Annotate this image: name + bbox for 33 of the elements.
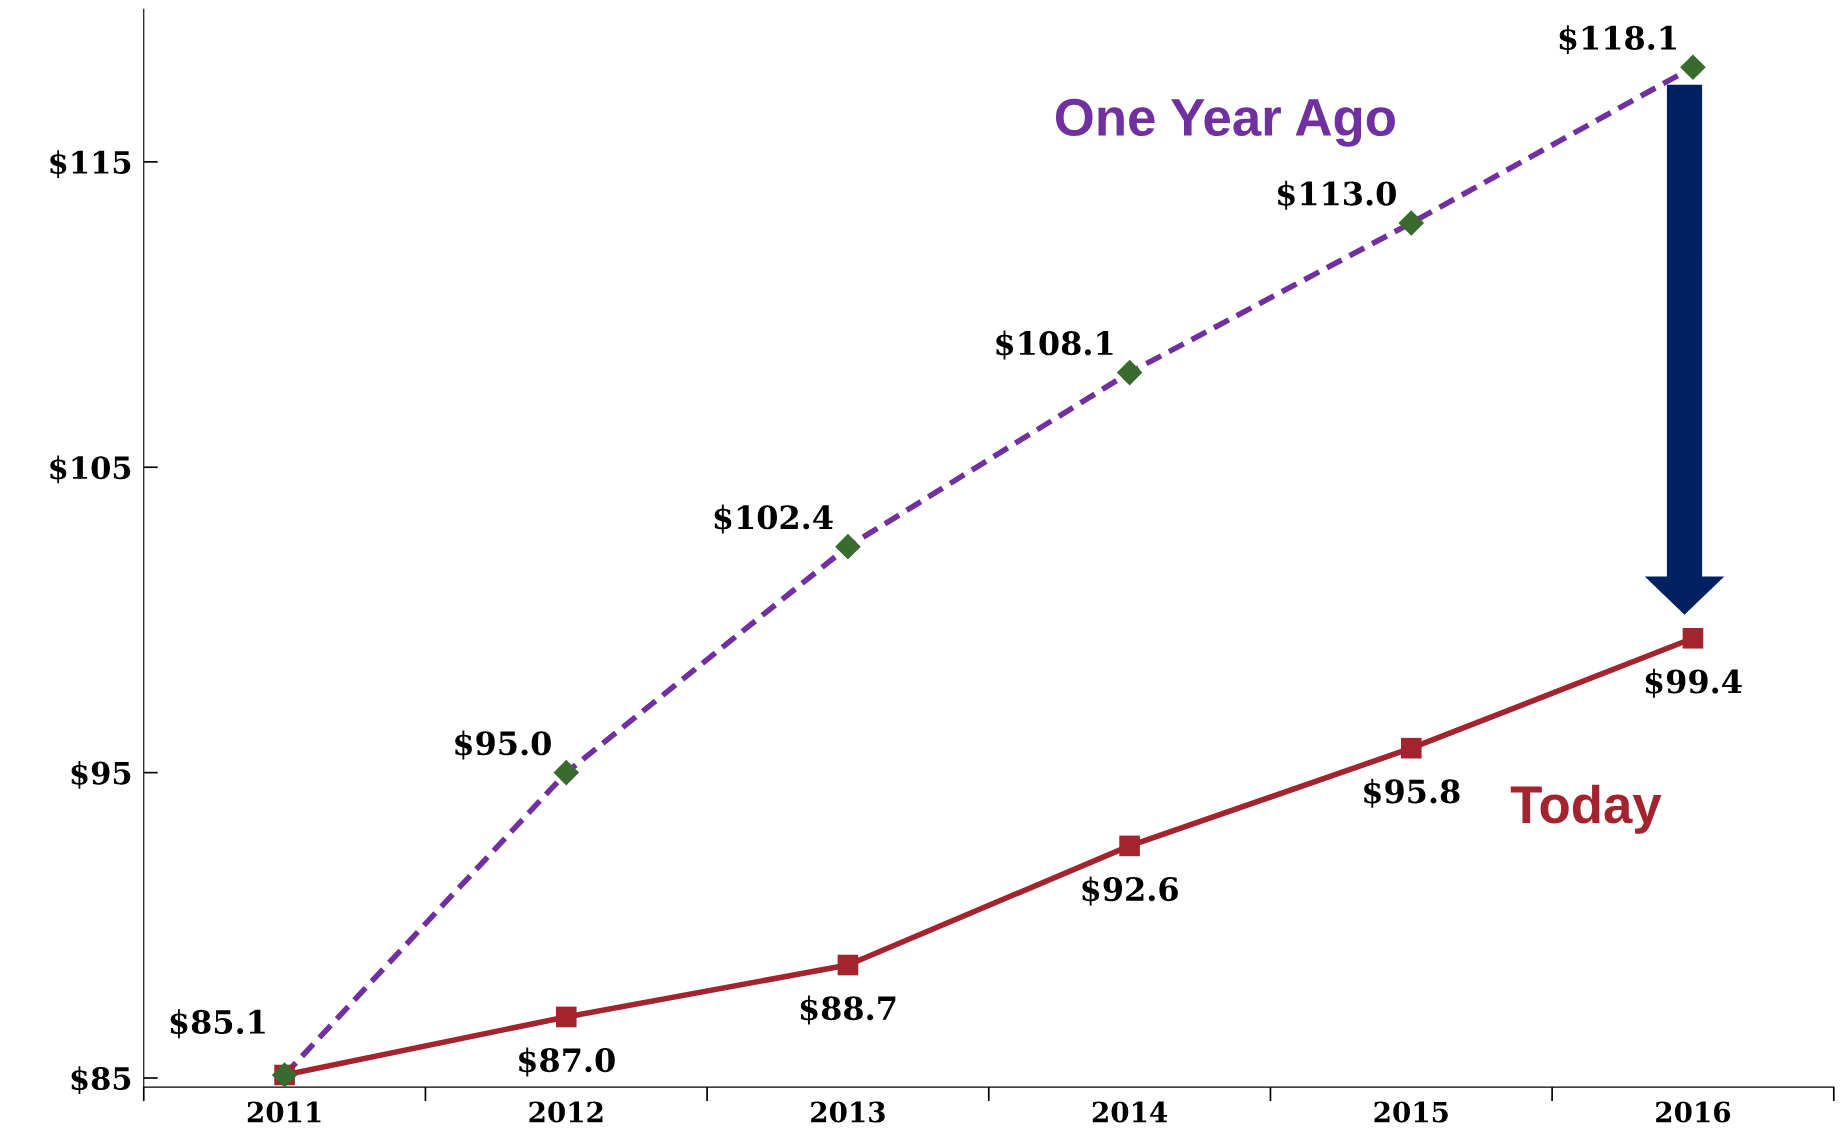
data-label: $95.8	[1364, 778, 1460, 808]
data-label: $113.0	[1277, 180, 1396, 210]
x-tick-label: 2016	[1656, 1101, 1731, 1123]
x-tick-label: 2013	[811, 1101, 885, 1123]
data-label: $87.0	[519, 1047, 615, 1077]
x-tick-label: 2012	[529, 1101, 603, 1123]
point	[837, 954, 859, 976]
point	[1400, 737, 1422, 759]
point	[1119, 835, 1140, 857]
point	[1398, 210, 1425, 236]
series-label: Today	[1510, 784, 1662, 834]
series-label: One Year Ago	[1055, 98, 1395, 147]
point	[1682, 627, 1704, 649]
data-label: $85.1	[170, 1009, 265, 1039]
point	[1116, 359, 1143, 386]
y-tick-label: $105	[50, 455, 131, 484]
data-label: $102.4	[714, 504, 833, 534]
y-tick-label: $85	[71, 1066, 131, 1095]
point	[555, 1006, 577, 1028]
point	[835, 533, 861, 560]
x-tick-label: 2015	[1374, 1101, 1448, 1123]
data-label: $95.0	[455, 730, 551, 760]
x-tick-label: 2014	[1092, 1101, 1168, 1123]
y-tick-label: $115	[50, 150, 131, 178]
data-label: $88.7	[800, 995, 896, 1025]
point	[1680, 54, 1706, 81]
x-tick-label: 2011	[247, 1101, 321, 1123]
data-label: $92.6	[1082, 876, 1178, 906]
data-label: $99.4	[1645, 668, 1742, 698]
data-label: $108.1	[996, 330, 1113, 360]
y-tick-label: $95	[71, 760, 131, 789]
data-label: $118.1	[1559, 25, 1676, 55]
point	[553, 759, 580, 786]
